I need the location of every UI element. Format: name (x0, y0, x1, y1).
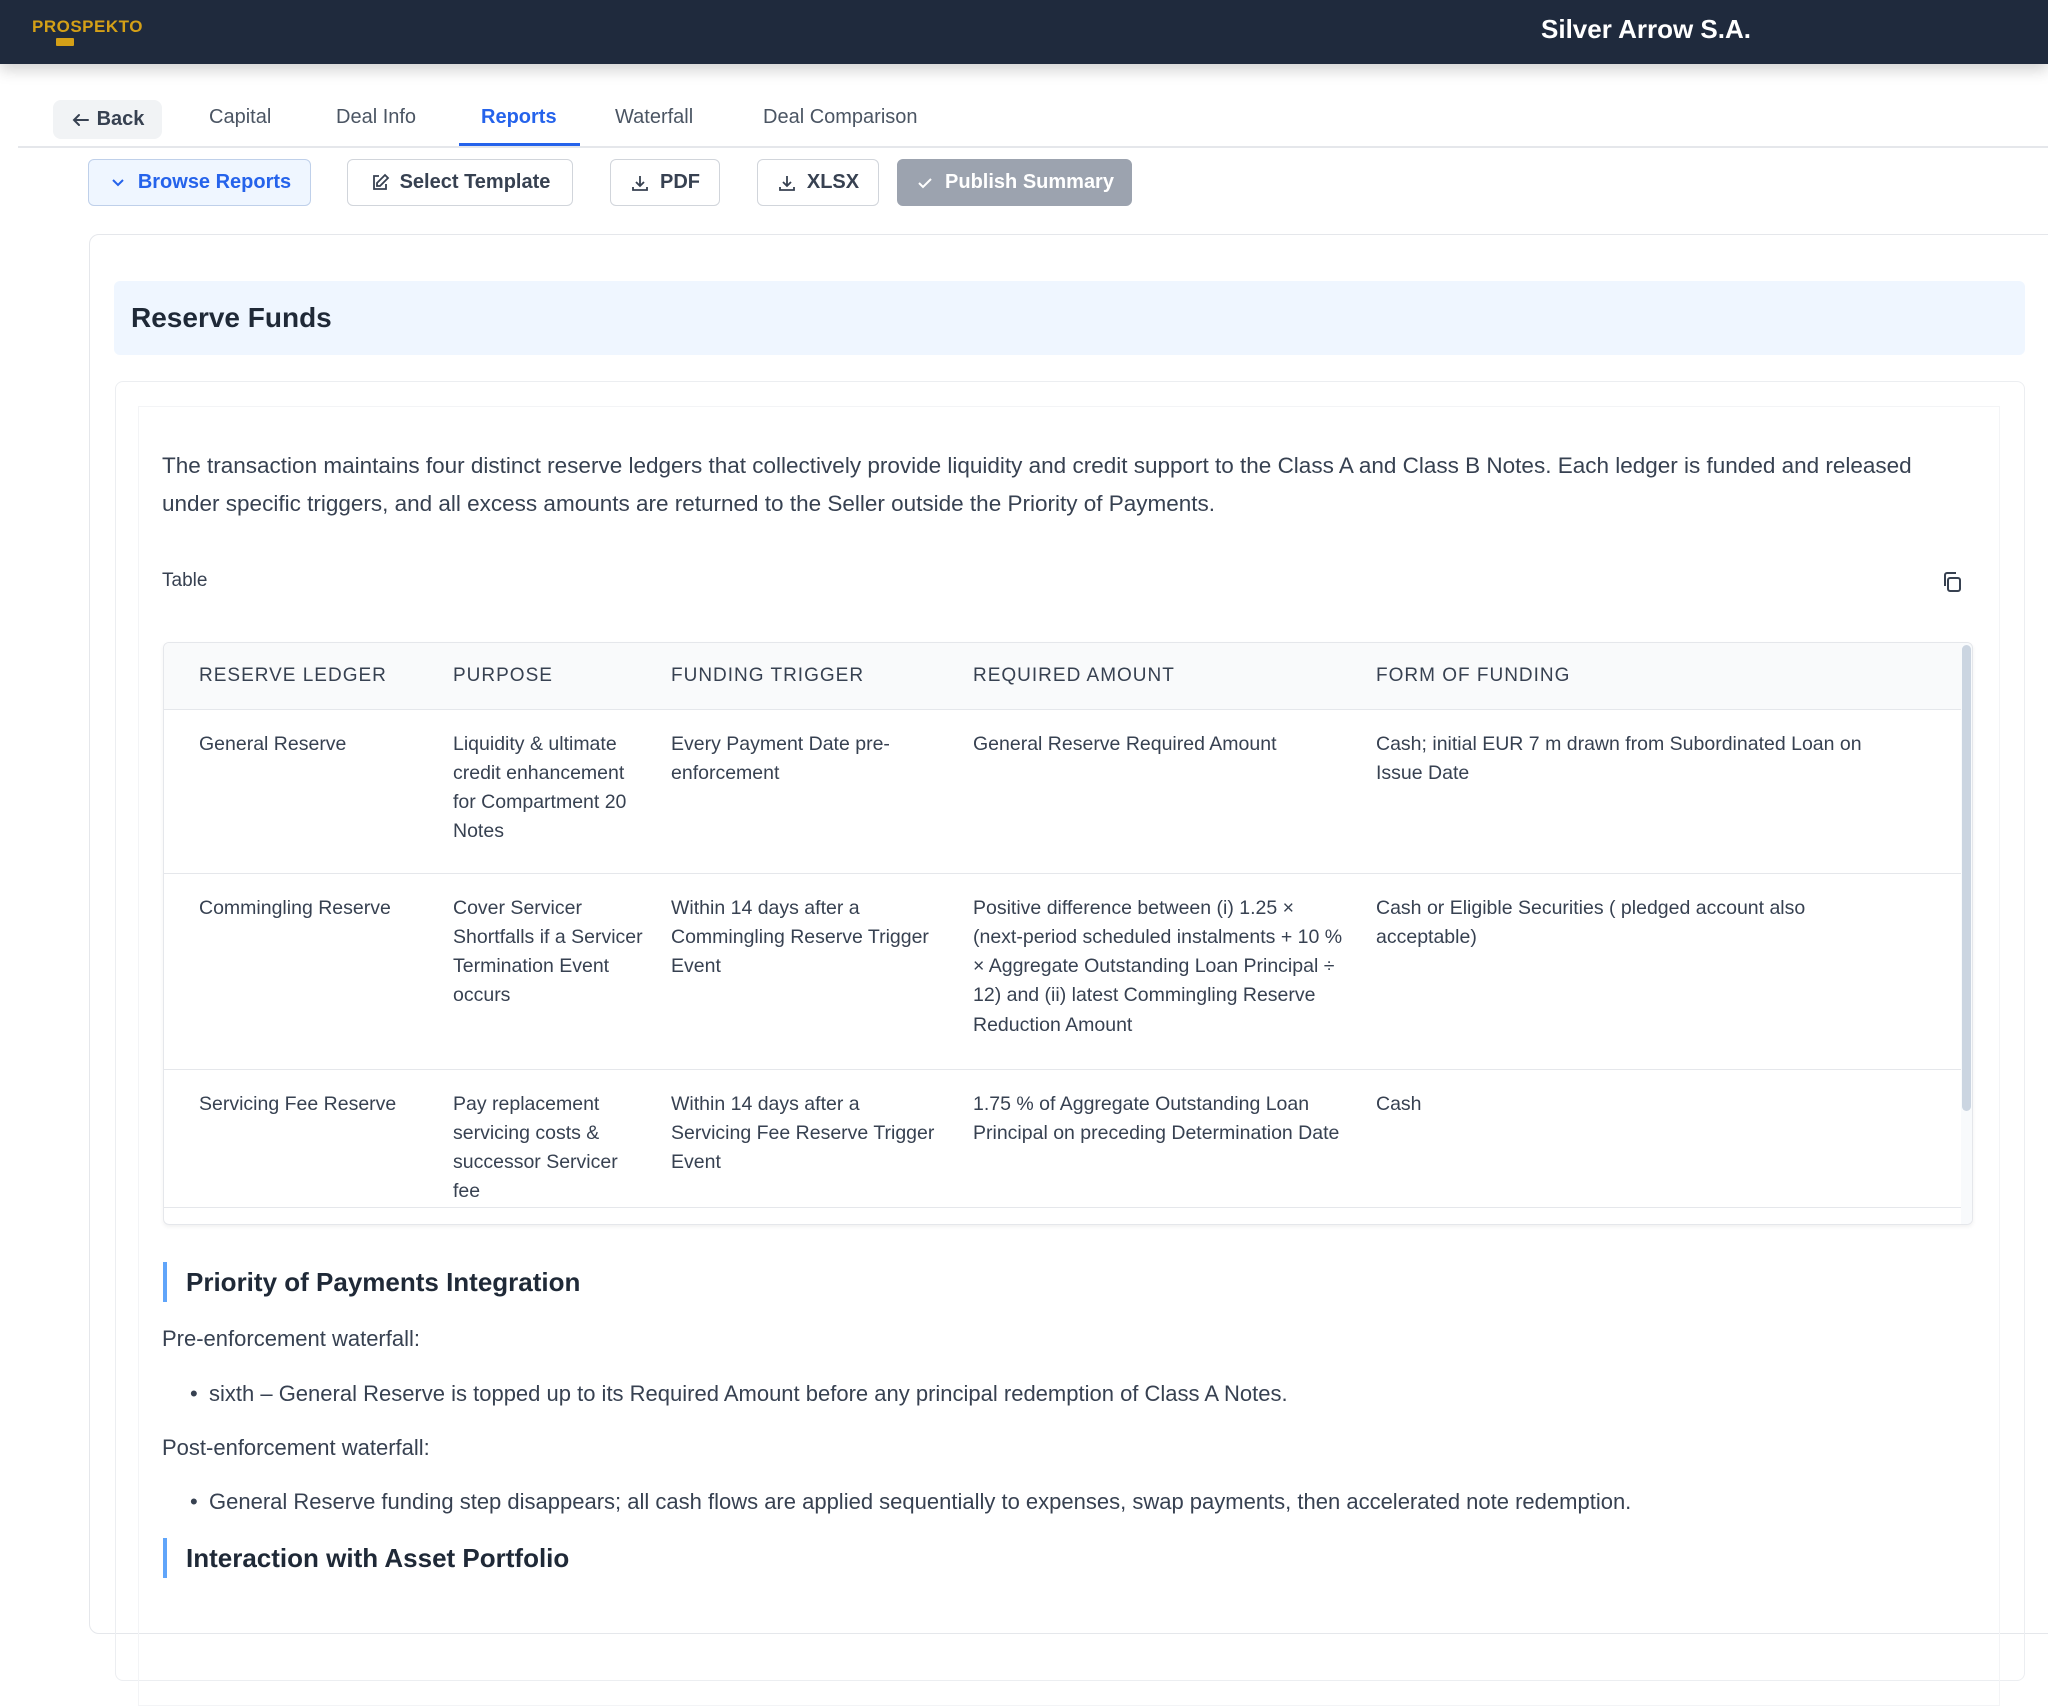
active-tab-indicator (459, 143, 580, 146)
back-button[interactable]: Back (53, 100, 162, 139)
download-icon (778, 175, 795, 191)
post-enforcement-label: Post-enforcement waterfall: (162, 1435, 430, 1460)
table-cell: Liquidity & ultimate credit enhancement … (453, 709, 671, 874)
column-header: FUNDING TRIGGER (671, 643, 973, 710)
tab-bar: Capital Deal Info Reports Waterfall Deal… (18, 96, 2048, 148)
column-header: FORM OF FUNDING (1376, 643, 1964, 710)
table-cell: Within 14 days after a Commingling Reser… (671, 873, 973, 1070)
table-cell: General Reserve (164, 709, 453, 874)
table-cell: Commingling Reserve (164, 873, 453, 1070)
list-item: General Reserve funding step disappears;… (190, 1489, 1631, 1515)
table-row: Commingling Reserve Cover Servicer Short… (164, 873, 1964, 1070)
browse-reports-button[interactable]: Browse Reports (88, 159, 311, 206)
table-header-row: RESERVE LEDGER PURPOSE FUNDING TRIGGER R… (164, 643, 1964, 710)
scrollbar-thumb[interactable] (1962, 645, 1971, 1111)
select-template-button[interactable]: Select Template (347, 159, 573, 206)
table-cell: Every Payment Date pre-enforcement (671, 709, 973, 874)
table-row: General Reserve Liquidity & ultimate cre… (164, 709, 1964, 874)
reserve-table: RESERVE LEDGER PURPOSE FUNDING TRIGGER R… (163, 642, 1973, 1225)
table-cell: Cash or Eligible Securities ( pledged ac… (1376, 873, 1964, 1070)
table-cell: Within 14 days after a Servicing Fee Res… (671, 1069, 973, 1208)
table-cell: General Reserve Required Amount (973, 709, 1376, 874)
intro-paragraph: The transaction maintains four distinct … (162, 453, 1912, 516)
table-label: Table (162, 570, 208, 591)
logo[interactable]: PROSPEKTO (32, 17, 143, 46)
column-header: RESERVE LEDGER (164, 643, 453, 710)
deal-title: Silver Arrow S.A. (1541, 14, 1751, 44)
list-item: sixth – General Reserve is topped up to … (190, 1381, 1288, 1407)
chevron-down-icon (112, 178, 124, 186)
tab-reports[interactable]: Reports (481, 106, 557, 128)
table-scrollbar[interactable] (1961, 643, 1972, 1224)
top-header: PROSPEKTO Silver Arrow S.A. (0, 0, 2048, 64)
table-cell: Cash (1376, 1069, 1964, 1208)
priority-heading: Priority of Payments Integration (163, 1262, 580, 1302)
arrow-left-icon (72, 113, 89, 126)
table-row: Servicing Fee Reserve Pay replacement se… (164, 1069, 1964, 1208)
table-cell: Servicing Fee Reserve (164, 1069, 453, 1208)
table-cell: Cover Servicer Shortfalls if a Servicer … (453, 873, 671, 1070)
section-header (114, 281, 2025, 355)
asset-portfolio-heading: Interaction with Asset Portfolio (163, 1538, 569, 1578)
pre-enforcement-label: Pre-enforcement waterfall: (162, 1326, 420, 1351)
tab-capital[interactable]: Capital (209, 106, 272, 128)
download-icon (632, 175, 648, 191)
copy-icon[interactable] (1940, 570, 1964, 594)
tab-deal-comparison[interactable]: Deal Comparison (763, 106, 918, 128)
tab-deal-info[interactable]: Deal Info (336, 106, 417, 128)
edit-icon (372, 173, 389, 190)
column-header: REQUIRED AMOUNT (973, 643, 1376, 710)
back-label: Back (96, 108, 145, 130)
table-cell: Positive difference between (i) 1.25 × (… (973, 873, 1376, 1070)
tab-waterfall[interactable]: Waterfall (615, 106, 694, 128)
table-cell: 1.75 % of Aggregate Outstanding Loan Pri… (973, 1069, 1376, 1208)
pdf-download-button[interactable]: PDF (610, 159, 720, 206)
xlsx-download-button[interactable]: XLSX (757, 159, 879, 206)
publish-summary-button[interactable]: Publish Summary (897, 159, 1132, 206)
section-title: Reserve Funds (131, 302, 332, 333)
column-header: PURPOSE (453, 643, 671, 710)
table-cell: Cash; initial EUR 7 m drawn from Subordi… (1376, 709, 1964, 874)
table-cell: Pay replacement servicing costs & succes… (453, 1069, 671, 1208)
check-icon (918, 177, 932, 188)
